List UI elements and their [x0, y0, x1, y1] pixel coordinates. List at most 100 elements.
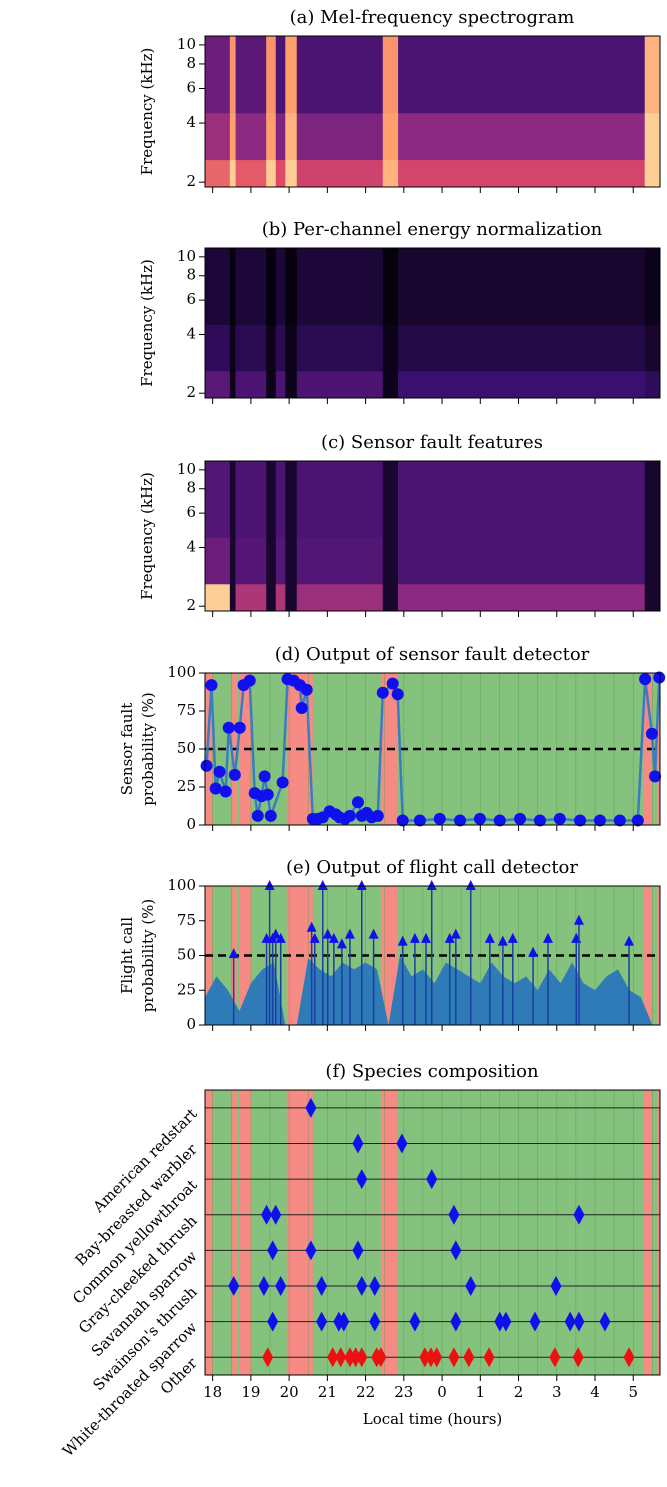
heatmap-cell: [296, 248, 384, 325]
heatmap-cell: [205, 537, 231, 585]
y-tick-label: 25: [177, 777, 196, 795]
fault-interval: [657, 1090, 660, 1375]
y-tick-label: 4: [186, 113, 196, 131]
species-marker: [426, 1169, 438, 1190]
species-marker: [465, 1275, 477, 1296]
y-tick-label: 4: [186, 537, 196, 555]
heatmap-cell: [398, 537, 646, 585]
species-marker: [599, 1311, 611, 1332]
plot-area: [205, 461, 661, 612]
peak-marker: [275, 932, 286, 943]
y-tick-label: 2: [186, 383, 196, 401]
species-marker: [396, 1133, 408, 1154]
probability-marker: [261, 788, 274, 801]
peak-marker: [356, 880, 367, 890]
probability-marker: [391, 688, 404, 701]
probability-marker: [533, 814, 546, 827]
heatmap-cell: [205, 113, 231, 161]
heatmap-cell: [296, 324, 384, 372]
species-marker: [344, 1347, 356, 1368]
y-tick-label: 8: [186, 54, 196, 72]
heatmap-cell: [644, 113, 661, 161]
axes-frame: [204, 460, 661, 612]
y-tick-label: 50: [177, 739, 196, 757]
heatmap-cell: [275, 113, 286, 161]
species-marker: [356, 1275, 368, 1296]
x-tick-label: 4: [590, 1383, 600, 1401]
species-marker: [573, 1311, 585, 1332]
y-tick-label: 0: [186, 815, 196, 833]
heatmap-cell: [229, 248, 236, 325]
heatmap-cell: [266, 370, 277, 399]
probability-marker: [243, 674, 256, 687]
species-marker: [352, 1133, 364, 1154]
heatmap-cell: [205, 159, 231, 188]
heatmap-cell: [275, 461, 286, 538]
y-tick-label: 25: [177, 980, 196, 998]
axes-frame: [204, 35, 661, 188]
panel-title: (e) Output of flight call detector: [286, 857, 578, 878]
heatmap-cell: [205, 583, 231, 612]
y-tick-label: 6: [186, 290, 196, 308]
heatmap-cell: [398, 113, 646, 161]
y-tick-label: 0: [186, 1015, 196, 1033]
species-marker: [369, 1311, 381, 1332]
x-tick-label: 1: [476, 1383, 486, 1401]
probability-marker: [649, 770, 662, 783]
panel-title: (d) Output of sensor fault detector: [275, 644, 590, 665]
x-axis-label: Local time (hours): [363, 1410, 503, 1428]
species-marker: [419, 1347, 431, 1368]
y-tick-label: 4: [186, 324, 196, 342]
heatmap-cell: [398, 461, 646, 538]
species-marker: [356, 1169, 368, 1190]
probability-marker: [396, 814, 409, 827]
ok-background: [205, 1090, 660, 1375]
y-tick-label: 75: [177, 911, 196, 929]
heatmap-cell: [235, 537, 267, 585]
y-axis-label: Frequency (kHz): [138, 259, 156, 387]
y-axis-label: Frequency (kHz): [138, 472, 156, 600]
probability-marker: [371, 809, 384, 822]
heatmap-cell: [382, 113, 399, 161]
probability-marker: [258, 770, 271, 783]
fault-interval: [380, 1090, 398, 1375]
probability-marker: [264, 809, 277, 822]
peak-marker: [507, 932, 518, 943]
probability-marker: [631, 814, 644, 827]
heatmap-cell: [285, 113, 298, 161]
species-marker: [425, 1347, 437, 1368]
species-marker: [529, 1311, 541, 1332]
peak-marker: [344, 928, 355, 939]
heatmap-cell: [398, 583, 646, 612]
probability-marker: [454, 814, 467, 827]
plot-area: [205, 36, 661, 188]
probability-marker: [219, 785, 232, 798]
heatmap-cell: [398, 248, 646, 325]
heatmap-cell: [229, 324, 236, 372]
probability-marker: [593, 814, 606, 827]
x-tick-label: 23: [394, 1383, 413, 1401]
panel-title: (f) Species composition: [325, 1061, 539, 1082]
heatmap-cell: [644, 248, 661, 325]
probability-marker: [433, 812, 446, 825]
species-marker: [550, 1275, 562, 1296]
heatmap-cell: [235, 583, 267, 612]
heatmap-cell: [644, 537, 661, 585]
probability-marker: [639, 673, 652, 686]
peak-marker: [397, 935, 408, 946]
y-tick-label: 10: [177, 460, 196, 478]
peak-marker: [484, 932, 495, 943]
heatmap-cell: [266, 583, 277, 612]
peak-marker: [450, 928, 461, 939]
heatmap-cell: [275, 324, 286, 372]
heatmap-cell: [644, 583, 661, 612]
heatmap-cell: [296, 113, 384, 161]
peak-marker: [368, 928, 379, 939]
heatmap-cell: [382, 36, 399, 114]
x-tick-label: 5: [628, 1383, 638, 1401]
heatmap-cell: [398, 370, 646, 399]
species-marker: [448, 1347, 460, 1368]
heatmap-cell: [382, 537, 399, 585]
heatmap-cell: [229, 370, 236, 399]
y-tick-label: 8: [186, 266, 196, 284]
